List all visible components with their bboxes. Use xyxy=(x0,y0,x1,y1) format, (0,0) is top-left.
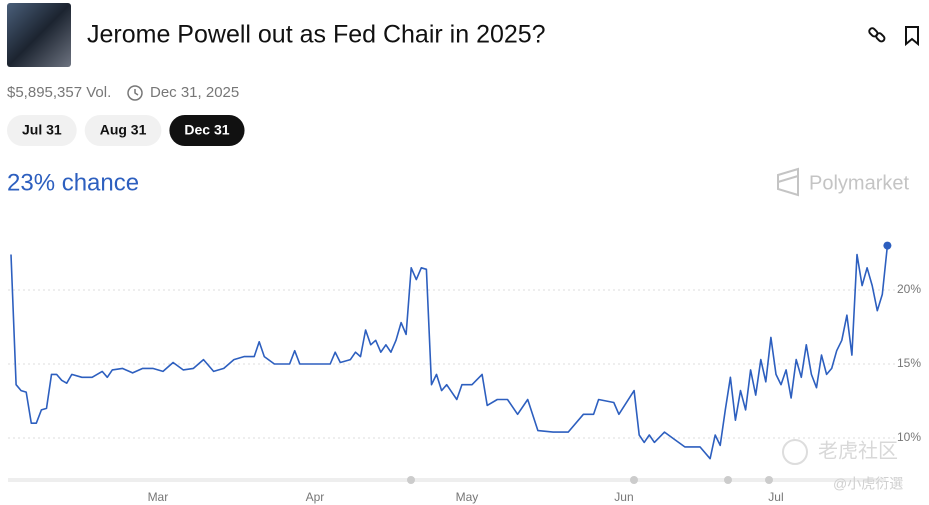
x-tick-label: Jun xyxy=(614,490,633,504)
scrubber-dot[interactable] xyxy=(407,476,415,484)
x-tick-label: Jul xyxy=(768,490,783,504)
tab-pill xyxy=(169,115,245,146)
clock-icon xyxy=(127,85,143,101)
link-icon[interactable] xyxy=(868,27,886,43)
tab-label: Dec 31 xyxy=(184,122,229,138)
tab[interactable]: Dec 31 xyxy=(169,115,245,146)
market-image xyxy=(7,3,71,67)
watermark-logo xyxy=(782,439,808,465)
brand-logo xyxy=(777,167,799,197)
x-tick-label: Mar xyxy=(148,490,169,504)
end-date: Dec 31, 2025 xyxy=(150,84,239,101)
tab-pill xyxy=(7,115,77,146)
market-title: Jerome Powell out as Fed Chair in 2025? xyxy=(87,21,546,49)
scrubber-dot[interactable] xyxy=(724,476,732,484)
tab[interactable]: Aug 31 xyxy=(84,115,162,146)
brand: Polymarket xyxy=(809,172,909,194)
plot: 10% 15% 20% Mar Apr May Jun Jul xyxy=(8,241,921,504)
tab-pill xyxy=(84,115,162,146)
scrubber-dot[interactable] xyxy=(630,476,638,484)
y-tick-label: 20% xyxy=(897,282,921,296)
x-tick-label: Apr xyxy=(306,490,325,504)
tab[interactable]: Jul 31 xyxy=(7,115,77,146)
tab-label: Jul 31 xyxy=(22,122,62,138)
x-tick-label: May xyxy=(456,490,479,504)
tabs: Jul 31 Aug 31 Dec 31 xyxy=(7,115,245,146)
y-tick-label: 15% xyxy=(897,356,921,370)
watermark-handle: @小虎衍選 xyxy=(833,476,903,492)
chance: 23% chance xyxy=(7,169,139,196)
latest-point xyxy=(883,241,892,250)
scrubber-dot[interactable] xyxy=(765,476,773,484)
price-line xyxy=(10,245,889,460)
y-tick-label: 10% xyxy=(897,430,921,444)
bookmark-icon[interactable] xyxy=(905,26,919,47)
tab-label: Aug 31 xyxy=(100,122,147,138)
watermark: 老虎社区 xyxy=(818,439,898,462)
volume: $5,895,357 Vol. xyxy=(7,84,111,101)
